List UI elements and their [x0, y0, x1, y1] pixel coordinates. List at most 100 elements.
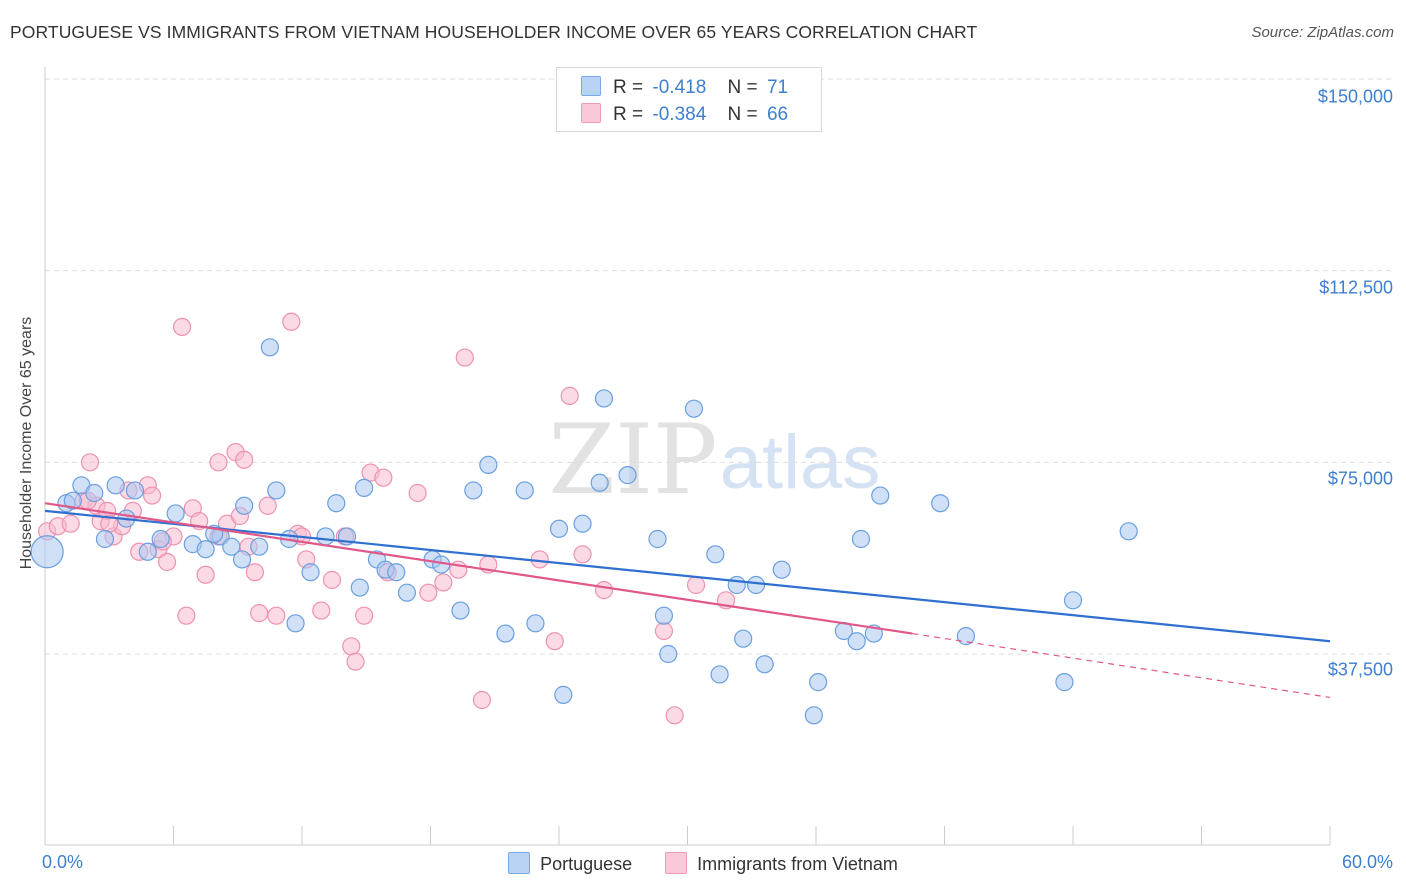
portuguese-point [63, 491, 82, 510]
portuguese-point [286, 614, 305, 633]
portuguese-point [151, 529, 170, 549]
y-tick-label: $150,000 [1317, 86, 1393, 107]
portuguese-point [464, 481, 483, 500]
portuguese-r-value: -0.418 [652, 77, 707, 98]
portuguese-point [956, 627, 976, 646]
portuguese-point [1063, 591, 1083, 610]
portuguese-point [125, 481, 145, 500]
vietnam-point [282, 312, 301, 331]
x-tick-label-max: 60.0% [1341, 852, 1393, 872]
vietnam-n-value: 66 [766, 104, 789, 125]
y-axis-label: Householder Income Over 65 years [18, 316, 35, 570]
y-tick-label: $75,000 [1327, 468, 1393, 489]
vietnam-point [209, 453, 228, 472]
vietnam-swatch [581, 103, 601, 123]
portuguese-point [549, 519, 569, 538]
portuguese-point [654, 606, 674, 625]
portuguese-point [755, 655, 774, 674]
portuguese-point [710, 665, 729, 684]
vietnam-point [408, 483, 427, 503]
vietnam-point [312, 601, 331, 620]
portuguese-point [851, 529, 871, 549]
portuguese-point [554, 685, 573, 704]
portuguese-point [515, 481, 534, 500]
x-tick-label-min: 0.0% [42, 852, 84, 872]
portuguese-swatch [581, 76, 601, 96]
y-tick-label: $37,500 [1327, 659, 1393, 680]
portuguese-point [1119, 522, 1138, 541]
portuguese-point [804, 706, 823, 725]
portuguese-point [809, 673, 828, 692]
vietnam-point [686, 575, 706, 595]
watermark-atlas: atlas [720, 420, 881, 505]
portuguese-point [301, 563, 320, 582]
legend-item-portuguese: Portuguese [508, 852, 632, 875]
portuguese-point [350, 578, 369, 597]
portuguese-point [847, 632, 866, 651]
vietnam-point [258, 496, 277, 515]
vietnam-point [245, 563, 264, 582]
portuguese-point [496, 624, 515, 643]
portuguese-n-value: 71 [766, 77, 789, 98]
portuguese-point [746, 575, 766, 595]
n-label: N = [727, 77, 758, 98]
portuguese-point [232, 550, 252, 569]
portuguese-point [648, 529, 667, 549]
vietnam-point [250, 604, 269, 623]
r-label: R = [613, 77, 644, 98]
portuguese-point [451, 601, 470, 620]
portuguese-point [397, 583, 417, 602]
series-portuguese-points [30, 338, 1138, 725]
vietnam-point [61, 514, 80, 533]
vietnam-legend-swatch [665, 852, 688, 874]
legend-row-vietnam: R = -0.384 N = 66 [581, 103, 788, 125]
vietnam-point [560, 386, 579, 405]
trend-lines [44, 502, 1331, 699]
portuguese-point [235, 496, 254, 515]
vietnam-point [434, 573, 453, 592]
vietnam-point [654, 621, 674, 641]
correlation-legend: R = -0.418 N = 71 R = -0.384 N = 66 [556, 67, 822, 132]
vietnam-point [545, 632, 564, 651]
portuguese-trend-line [44, 509, 1331, 643]
vietnam-point [267, 606, 286, 625]
portuguese-point [618, 466, 637, 485]
chart-title: PORTUGUESE VS IMMIGRANTS FROM VIETNAM HO… [10, 22, 978, 42]
portuguese-point [727, 575, 746, 595]
portuguese-point [196, 540, 215, 559]
portuguese-legend-label: Portuguese [540, 854, 633, 874]
portuguese-point [684, 399, 704, 418]
n-label: N = [727, 104, 758, 125]
vietnam-point [177, 606, 196, 625]
vietnam-trend-extension [912, 632, 1331, 699]
vietnam-point [235, 450, 254, 469]
vietnam-point [322, 570, 342, 589]
portuguese-point [590, 473, 609, 492]
portuguese-point [30, 535, 64, 569]
watermark-zip: ZIP [548, 404, 717, 516]
portuguese-point [327, 494, 346, 513]
portuguese-point [138, 542, 157, 561]
vietnam-point [665, 706, 684, 725]
vietnam-point [455, 348, 474, 367]
axes [44, 67, 1331, 846]
vietnam-point [196, 565, 215, 584]
legend-item-vietnam: Immigrants from Vietnam [665, 852, 898, 875]
vietnam-point [346, 652, 365, 671]
series-legend: Portuguese Immigrants from Vietnam [0, 852, 1406, 875]
portuguese-legend-swatch [508, 852, 531, 874]
portuguese-point [250, 537, 269, 556]
portuguese-point [1055, 673, 1074, 692]
portuguese-point [95, 529, 115, 549]
portuguese-point [931, 494, 950, 513]
portuguese-point [222, 537, 241, 556]
source-label: Source: ZipAtlas.com [1251, 24, 1394, 41]
vietnam-point [573, 545, 592, 564]
r-label: R = [613, 104, 644, 125]
portuguese-point [355, 478, 374, 497]
legend-row-portuguese: R = -0.418 N = 71 [581, 76, 788, 98]
portuguese-point [594, 389, 614, 408]
vietnam-point [374, 468, 393, 487]
portuguese-point [526, 614, 545, 633]
